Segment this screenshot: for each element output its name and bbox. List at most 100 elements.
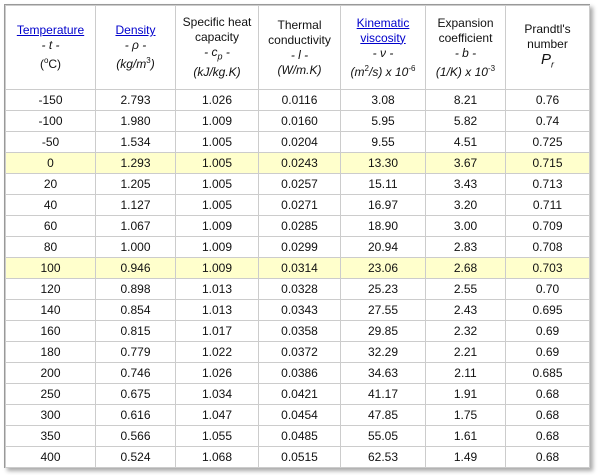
- table-cell: 1.013: [175, 278, 259, 300]
- table-cell: 1.75: [425, 404, 506, 426]
- table-cell: 40: [5, 194, 96, 216]
- table-cell: 1.205: [95, 173, 176, 195]
- table-cell: 0.68: [505, 404, 590, 426]
- table-row: 20 1.205 1.005 0.0257 15.11 3.43 0.713: [5, 173, 590, 195]
- table-cell: 300: [5, 404, 96, 426]
- table-cell: 1.013: [175, 299, 259, 321]
- table-cell: -50: [5, 131, 96, 153]
- table-cell: 0.0243: [258, 152, 341, 174]
- table-cell: 0.616: [95, 404, 176, 426]
- table-cell: 29.85: [340, 320, 426, 342]
- table-cell: 0.68: [505, 446, 590, 468]
- header-text: number: [527, 37, 568, 52]
- table-cell: 1.005: [175, 173, 259, 195]
- header-cell: Density - ρ - (kg/m3): [95, 5, 176, 90]
- table-cell: 27.55: [340, 299, 426, 321]
- table-cell: 1.005: [175, 152, 259, 174]
- table-cell: 3.08: [340, 89, 426, 111]
- table-row: 120 0.898 1.013 0.0328 25.23 2.55 0.70: [5, 278, 590, 300]
- header-line: (m2/s) x 10-6: [341, 61, 425, 80]
- table-cell: 2.21: [425, 341, 506, 363]
- table-cell: 2.83: [425, 236, 506, 258]
- header-line: (W/m.K): [259, 63, 340, 78]
- header-line: Pr: [506, 52, 589, 72]
- table-row: 60 1.067 1.009 0.0285 18.90 3.00 0.709: [5, 215, 590, 237]
- header-cell: Kinematic viscosity - ν - (m2/s) x 10-6: [340, 5, 426, 90]
- table-cell: 34.63: [340, 362, 426, 384]
- table-cell: 1.005: [175, 131, 259, 153]
- header-text: - b -: [454, 45, 477, 60]
- table-row: 250 0.675 1.034 0.0421 41.17 1.91 0.68: [5, 383, 590, 405]
- table-cell: 0.685: [505, 362, 590, 384]
- table-cell: 0.0299: [258, 236, 341, 258]
- table-cell: 3.00: [425, 215, 506, 237]
- table-frame: Temperature - t - (oC) Density - ρ - (kg/m3) S…: [4, 4, 590, 468]
- table-cell: 120: [5, 278, 96, 300]
- table-cell: 0.0343: [258, 299, 341, 321]
- table-cell: 3.20: [425, 194, 506, 216]
- header-line: Density: [96, 23, 175, 38]
- header-line: - ν -: [341, 46, 425, 61]
- table-cell: 1.49: [425, 446, 506, 468]
- table-cell: 0.524: [95, 446, 176, 468]
- header-link[interactable]: Kinematic: [356, 15, 410, 30]
- header-row: Temperature - t - (oC) Density - ρ - (kg/m3) S…: [5, 5, 590, 90]
- table-body: -150 2.793 1.026 0.0116 3.08 8.21 0.76 -100 1.98…: [5, 89, 590, 468]
- header-cell: Thermal conductivity - l - (W/m.K): [258, 5, 341, 90]
- table-cell: 0.0285: [258, 215, 341, 237]
- header-line: Prandtl's: [506, 22, 589, 37]
- table-cell: 1.067: [95, 215, 176, 237]
- table-cell: 100: [5, 257, 96, 279]
- header-line: (oC): [6, 53, 95, 72]
- table-row: 300 0.616 1.047 0.0454 47.85 1.75 0.68: [5, 404, 590, 426]
- header-line: Expansion: [426, 16, 505, 31]
- table-cell: 1.293: [95, 152, 176, 174]
- table-cell: 4.51: [425, 131, 506, 153]
- header-link[interactable]: Temperature: [16, 23, 85, 37]
- table-cell: 1.127: [95, 194, 176, 216]
- table-row: 350 0.566 1.055 0.0485 55.05 1.61 0.68: [5, 425, 590, 447]
- header-text: conductivity: [268, 32, 331, 47]
- table-cell: 0.68: [505, 383, 590, 405]
- header-text: /s) x 10: [368, 64, 409, 79]
- header-line: - ρ -: [96, 38, 175, 53]
- header-text: 3: [146, 56, 151, 65]
- table-cell: 20.94: [340, 236, 426, 258]
- table-row: 80 1.000 1.009 0.0299 20.94 2.83 0.708: [5, 236, 590, 258]
- table-cell: 0.695: [505, 299, 590, 321]
- header-text: -: [222, 45, 230, 60]
- table-cell: 0.0386: [258, 362, 341, 384]
- header-line: Kinematic: [341, 16, 425, 31]
- table-cell: 0.854: [95, 299, 176, 321]
- table-cell: 3.43: [425, 173, 506, 195]
- table-cell: -150: [5, 89, 96, 111]
- table-cell: 0.69: [505, 320, 590, 342]
- table-cell: 1.034: [175, 383, 259, 405]
- table-row: 200 0.746 1.026 0.0386 34.63 2.11 0.685: [5, 362, 590, 384]
- header-text: - ρ -: [124, 38, 147, 52]
- header-link[interactable]: Density: [115, 23, 156, 37]
- header-text: C): [48, 57, 62, 71]
- table-cell: 5.95: [340, 110, 426, 132]
- header-text: o: [43, 56, 49, 65]
- table-cell: 23.06: [340, 257, 426, 279]
- header-link[interactable]: viscosity: [360, 30, 406, 45]
- table-cell: 41.17: [340, 383, 426, 405]
- table-cell: 1.009: [175, 215, 259, 237]
- table-cell: 62.53: [340, 446, 426, 468]
- table-cell: 0.0271: [258, 194, 341, 216]
- table-cell: 2.11: [425, 362, 506, 384]
- header-line: - t -: [6, 38, 95, 53]
- header-cell: Expansion coefficient - b - (1/K) x 10-3: [425, 5, 506, 90]
- header-line: (kJ/kg.K): [176, 65, 258, 80]
- table-cell: 60: [5, 215, 96, 237]
- header-text: capacity: [194, 30, 240, 45]
- table-cell: 80: [5, 236, 96, 258]
- table-cell: 0.0204: [258, 131, 341, 153]
- table-cell: 1.009: [175, 257, 259, 279]
- table-cell: 0.566: [95, 425, 176, 447]
- table-cell: 47.85: [340, 404, 426, 426]
- table-cell: 13.30: [340, 152, 426, 174]
- table-cell: 0: [5, 152, 96, 174]
